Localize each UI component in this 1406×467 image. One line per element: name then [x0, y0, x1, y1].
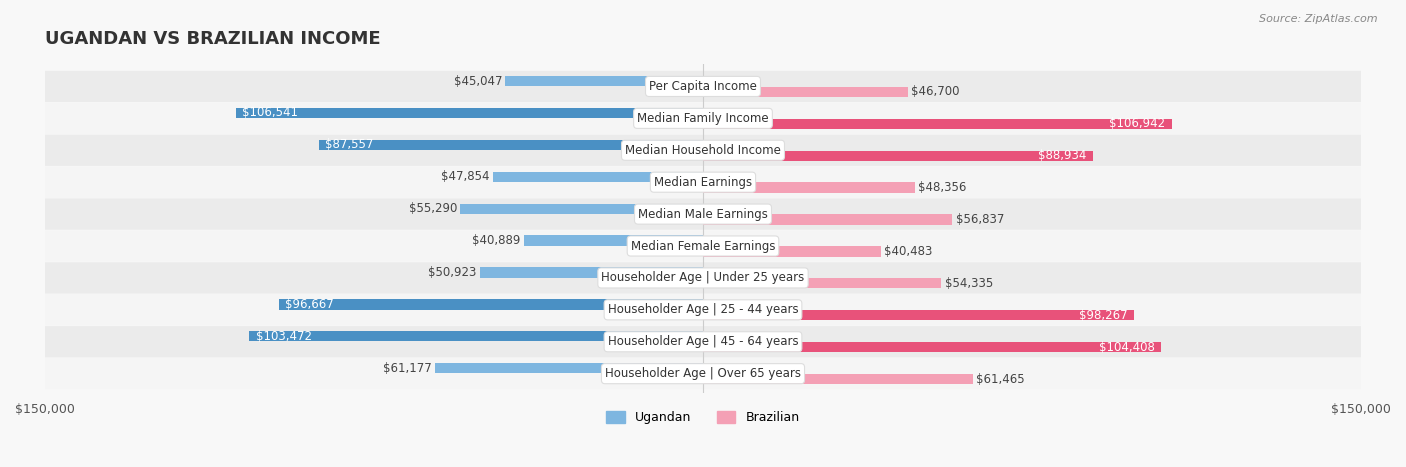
- Text: Householder Age | Under 25 years: Householder Age | Under 25 years: [602, 271, 804, 284]
- FancyBboxPatch shape: [45, 230, 1361, 262]
- Bar: [460, 204, 703, 214]
- Bar: [249, 331, 703, 341]
- Text: Householder Age | Over 65 years: Householder Age | Over 65 years: [605, 367, 801, 380]
- Text: $47,854: $47,854: [441, 170, 489, 183]
- Text: $50,923: $50,923: [427, 266, 477, 279]
- Bar: [703, 374, 973, 384]
- Text: Source: ZipAtlas.com: Source: ZipAtlas.com: [1260, 14, 1378, 24]
- Text: $46,700: $46,700: [911, 85, 960, 99]
- Text: $106,541: $106,541: [242, 106, 298, 120]
- FancyBboxPatch shape: [45, 358, 1361, 389]
- FancyBboxPatch shape: [45, 71, 1361, 102]
- Bar: [319, 140, 703, 150]
- Bar: [703, 119, 1173, 129]
- FancyBboxPatch shape: [45, 167, 1361, 198]
- Text: $56,837: $56,837: [956, 213, 1004, 226]
- Text: $40,889: $40,889: [472, 234, 520, 247]
- Text: Median Male Earnings: Median Male Earnings: [638, 208, 768, 220]
- FancyBboxPatch shape: [45, 326, 1361, 357]
- FancyBboxPatch shape: [45, 198, 1361, 230]
- Text: Per Capita Income: Per Capita Income: [650, 80, 756, 93]
- FancyBboxPatch shape: [45, 103, 1361, 134]
- Text: $55,290: $55,290: [409, 202, 457, 215]
- Bar: [703, 87, 908, 97]
- Text: $61,177: $61,177: [382, 362, 432, 375]
- Bar: [494, 172, 703, 182]
- Text: $87,557: $87,557: [325, 138, 374, 151]
- Text: $61,465: $61,465: [976, 373, 1025, 386]
- Bar: [505, 76, 703, 86]
- Bar: [434, 363, 703, 373]
- Bar: [703, 183, 915, 193]
- Text: $40,483: $40,483: [884, 245, 932, 258]
- Bar: [703, 150, 1092, 161]
- FancyBboxPatch shape: [45, 262, 1361, 294]
- Bar: [703, 278, 942, 289]
- Legend: Ugandan, Brazilian: Ugandan, Brazilian: [602, 406, 804, 429]
- Text: $103,472: $103,472: [256, 330, 312, 343]
- Bar: [479, 268, 703, 277]
- Bar: [703, 310, 1135, 320]
- Bar: [703, 246, 880, 256]
- Text: $48,356: $48,356: [918, 181, 967, 194]
- Text: Median Earnings: Median Earnings: [654, 176, 752, 189]
- Bar: [523, 235, 703, 246]
- Text: $54,335: $54,335: [945, 277, 993, 290]
- Text: UGANDAN VS BRAZILIAN INCOME: UGANDAN VS BRAZILIAN INCOME: [45, 29, 381, 48]
- FancyBboxPatch shape: [45, 134, 1361, 166]
- Bar: [703, 214, 952, 225]
- Text: $106,942: $106,942: [1109, 117, 1166, 130]
- Text: $96,667: $96,667: [285, 298, 335, 311]
- Text: Householder Age | 45 - 64 years: Householder Age | 45 - 64 years: [607, 335, 799, 348]
- Bar: [703, 342, 1161, 352]
- Text: $104,408: $104,408: [1098, 341, 1154, 354]
- Text: Median Family Income: Median Family Income: [637, 112, 769, 125]
- Text: $45,047: $45,047: [454, 75, 502, 87]
- FancyBboxPatch shape: [45, 294, 1361, 325]
- Text: Median Household Income: Median Household Income: [626, 144, 780, 157]
- Text: $88,934: $88,934: [1038, 149, 1087, 162]
- Text: $98,267: $98,267: [1078, 309, 1128, 322]
- Text: Householder Age | 25 - 44 years: Householder Age | 25 - 44 years: [607, 304, 799, 316]
- Bar: [236, 108, 703, 118]
- Bar: [278, 299, 703, 310]
- Text: Median Female Earnings: Median Female Earnings: [631, 240, 775, 253]
